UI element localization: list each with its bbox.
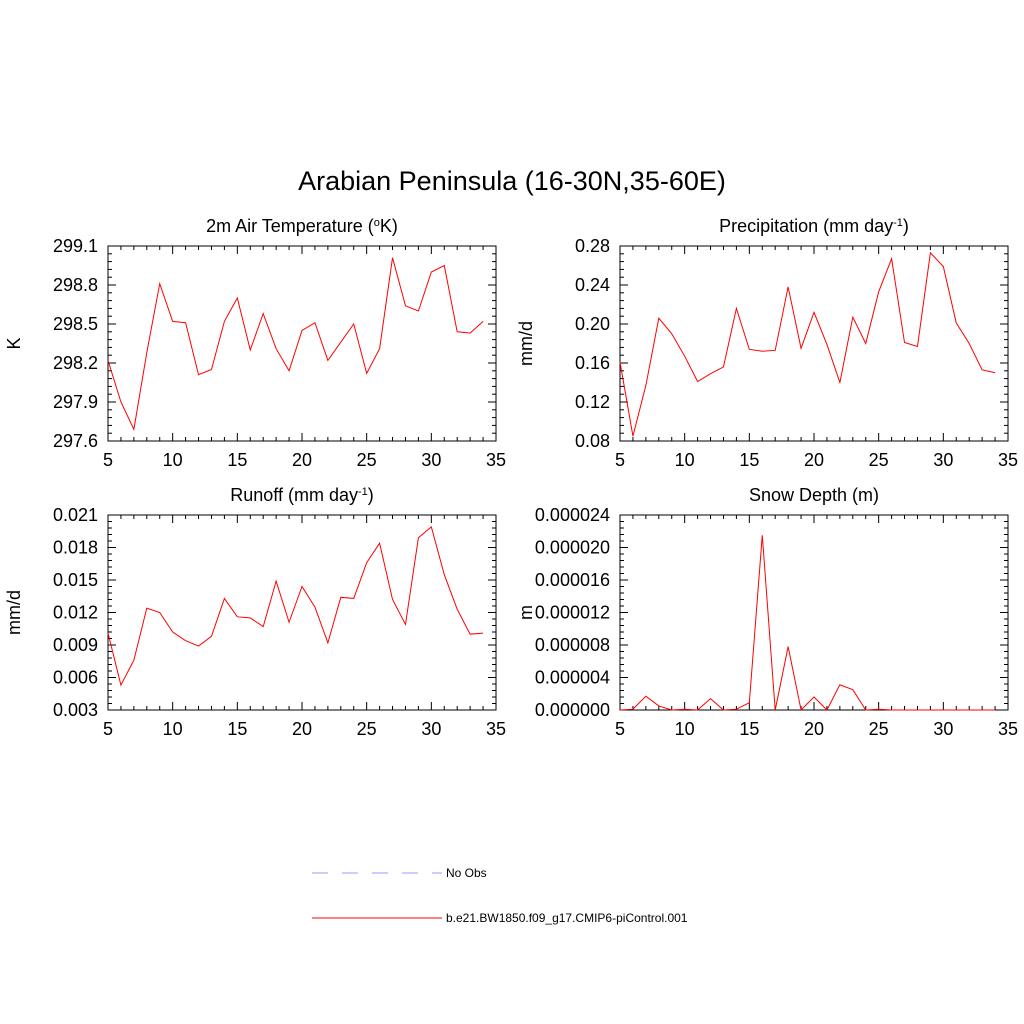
snow-depth-ylabel: m: [516, 605, 536, 620]
snow-depth-xtick-label: 20: [804, 719, 824, 739]
panel-air-temperature: 2m Air Temperature (oK) K 5 10 15 20 25 30 35 297…: [4, 216, 506, 470]
air-temperature-xtick-label: 5: [103, 450, 113, 470]
main-title: Arabian Peninsula (16-30N,35-60E): [298, 166, 726, 196]
runoff-ytick-label: 0.015: [53, 570, 98, 590]
air-temperature-ytick-label: 298.5: [53, 314, 98, 334]
runoff-plot-frame: [107, 514, 497, 711]
runoff-xtick-label: 25: [357, 719, 377, 739]
runoff-ytick-label: 0.006: [53, 668, 98, 688]
precipitation-xtick-label: 5: [615, 450, 625, 470]
runoff-ylabel: mm/d: [4, 590, 24, 635]
air-temperature-ylabel: K: [4, 337, 24, 349]
runoff-title: Runoff (mm day-1): [230, 485, 374, 505]
precipitation-ytick-label: 0.16: [575, 353, 610, 373]
snow-depth-xtick-label: 5: [615, 719, 625, 739]
snow-depth-ytick-label: 0.000024: [535, 505, 610, 525]
snow-depth-xtick-label: 35: [998, 719, 1018, 739]
snow-depth-ytick-label: 0.000016: [535, 570, 610, 590]
precipitation-title: Precipitation (mm day-1): [719, 216, 909, 236]
snow-depth-plot-frame: [619, 514, 1009, 711]
precipitation-plot-frame: [619, 245, 1009, 442]
panel-runoff: Runoff (mm day-1) mm/d 5 10 15 20 25 30 35 0.003 0…: [4, 485, 506, 739]
air-temperature-plot-frame: [107, 245, 497, 442]
snow-depth-xtick-label: 30: [933, 719, 953, 739]
runoff-ytick-label: 0.009: [53, 635, 98, 655]
panel-snow-depth: Snow Depth (m) m 5 10 15 20 25 30 35 0.000000 0.00…: [516, 485, 1018, 739]
runoff-xtick-label: 5: [103, 719, 113, 739]
runoff-xtick-label: 20: [292, 719, 312, 739]
runoff-xtick-label: 15: [227, 719, 247, 739]
air-temperature-series-line: [107, 257, 484, 431]
precipitation-xtick-label: 30: [933, 450, 953, 470]
precipitation-xtick-label: 25: [869, 450, 889, 470]
runoff-series-line: [107, 526, 484, 687]
precipitation-ytick-label: 0.08: [575, 431, 610, 451]
snow-depth-ytick-label: 0.000008: [535, 635, 610, 655]
precipitation-xtick-label: 10: [675, 450, 695, 470]
panel-precipitation: Precipitation (mm day-1) mm/d 5 10 15 20 25 30 3…: [516, 216, 1018, 470]
runoff-ytick-label: 0.003: [53, 700, 98, 720]
runoff-ytick-label: 0.012: [53, 603, 98, 623]
precipitation-ytick-label: 0.12: [575, 392, 610, 412]
snow-depth-series-line: [619, 535, 996, 712]
air-temperature-ytick-label: 297.6: [53, 431, 98, 451]
air-temperature-ytick-label: 298.8: [53, 275, 98, 295]
air-temperature-xtick-label: 15: [227, 450, 247, 470]
runoff-ytick-label: 0.021: [53, 505, 98, 525]
precipitation-series-line: [619, 251, 996, 437]
air-temperature-xtick-label: 35: [486, 450, 506, 470]
precipitation-xtick-label: 35: [998, 450, 1018, 470]
runoff-xtick-label: 10: [163, 719, 183, 739]
snow-depth-xtick-label: 25: [869, 719, 889, 739]
air-temperature-xtick-label: 30: [421, 450, 441, 470]
air-temperature-xtick-label: 20: [292, 450, 312, 470]
snow-depth-title: Snow Depth (m): [749, 485, 879, 505]
air-temperature-title: 2m Air Temperature (oK): [206, 216, 398, 236]
precipitation-ylabel: mm/d: [516, 321, 536, 366]
precipitation-xtick-label: 20: [804, 450, 824, 470]
snow-depth-ytick-label: 0.000020: [535, 538, 610, 558]
snow-depth-ytick-label: 0.000012: [535, 603, 610, 623]
snow-depth-xtick-label: 15: [739, 719, 759, 739]
snow-depth-ytick-label: 0.000000: [535, 700, 610, 720]
runoff-ytick-label: 0.018: [53, 538, 98, 558]
air-temperature-ytick-label: 299.1: [53, 236, 98, 256]
legend-model-label: b.e21.BW1850.f09_g17.CMIP6-piControl.001: [446, 911, 688, 925]
air-temperature-xtick-label: 10: [163, 450, 183, 470]
runoff-xtick-label: 30: [421, 719, 441, 739]
legend-obs-label: No Obs: [446, 866, 487, 880]
legend: No Obs b.e21.BW1850.f09_g17.CMIP6-piCont…: [312, 866, 688, 925]
air-temperature-xtick-label: 25: [357, 450, 377, 470]
precipitation-ytick-label: 0.20: [575, 314, 610, 334]
precipitation-xtick-label: 15: [739, 450, 759, 470]
snow-depth-xtick-label: 10: [675, 719, 695, 739]
snow-depth-ytick-label: 0.000004: [535, 668, 610, 688]
air-temperature-ytick-label: 298.2: [53, 353, 98, 373]
precipitation-ytick-label: 0.24: [575, 275, 610, 295]
precipitation-ytick-label: 0.28: [575, 236, 610, 256]
runoff-xtick-label: 35: [486, 719, 506, 739]
air-temperature-ytick-label: 297.9: [53, 392, 98, 412]
